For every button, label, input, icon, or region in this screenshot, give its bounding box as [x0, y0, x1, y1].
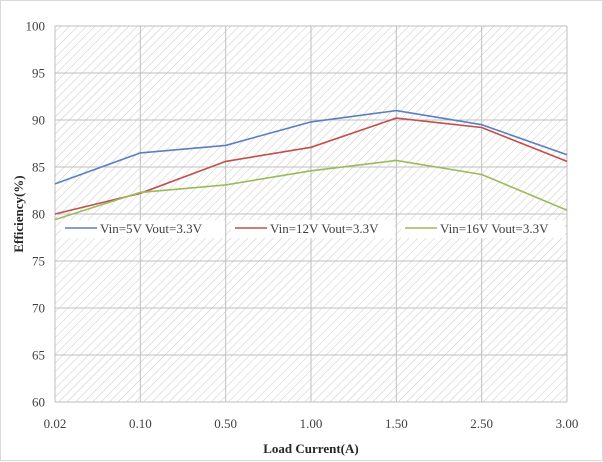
x-tick-label: 0.50	[214, 416, 237, 431]
y-tick-label: 60	[32, 395, 45, 410]
y-tick-label: 100	[26, 19, 46, 34]
x-axis-title: Load Current(A)	[263, 441, 358, 456]
axis-ticks: 60 65 70 75 80 85 90 95 100 0.02 0.10 0.50 1.00 1.50 2…	[26, 19, 579, 432]
legend-entry-bg	[61, 220, 225, 238]
legend-entry-bg	[401, 220, 565, 238]
series-line	[54, 109, 568, 185]
legend-entry-bg	[231, 220, 395, 238]
series-line	[54, 117, 568, 215]
legend-label: Vin=16V Vout=3.3V	[440, 221, 549, 236]
y-tick-label: 70	[32, 301, 45, 316]
legend-label: Vin=5V Vout=3.3V	[100, 221, 203, 236]
legend-label: Vin=12V Vout=3.3V	[270, 221, 379, 236]
y-tick-label: 95	[32, 66, 45, 81]
y-tick-label: 80	[32, 207, 45, 222]
y-tick-label: 90	[32, 113, 45, 128]
x-tick-label: 1.50	[385, 416, 408, 431]
series-lines	[54, 109, 568, 221]
legend: Vin=5V Vout=3.3V Vin=12V Vout=3.3V Vin=16V…	[61, 220, 565, 238]
x-tick-label: 1.00	[300, 416, 323, 431]
x-tick-label: 0.10	[129, 416, 152, 431]
y-tick-label: 75	[32, 254, 45, 269]
y-tick-label: 65	[32, 348, 45, 363]
series-line	[54, 159, 568, 221]
x-tick-label: 3.00	[556, 416, 579, 431]
x-tick-label: 2.50	[470, 416, 493, 431]
y-axis-title: Efficiency(%)	[11, 175, 26, 252]
y-tick-label: 85	[32, 160, 45, 175]
x-tick-label: 0.02	[44, 416, 67, 431]
